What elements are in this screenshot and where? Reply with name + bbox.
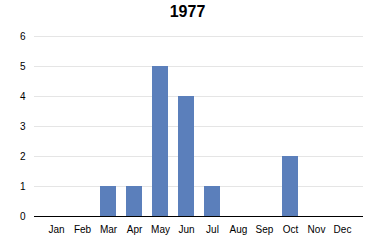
svg-text:4: 4	[20, 91, 26, 102]
svg-text:Aug: Aug	[230, 224, 248, 235]
svg-text:Dec: Dec	[334, 224, 352, 235]
svg-text:Feb: Feb	[74, 224, 92, 235]
svg-text:5: 5	[20, 61, 26, 72]
svg-text:3: 3	[20, 121, 26, 132]
svg-text:Jan: Jan	[48, 224, 64, 235]
svg-text:May: May	[151, 224, 170, 235]
svg-text:Oct: Oct	[283, 224, 299, 235]
svg-text:2: 2	[20, 151, 26, 162]
svg-text:0: 0	[20, 211, 26, 222]
svg-text:Jun: Jun	[178, 224, 194, 235]
svg-text:Mar: Mar	[100, 224, 118, 235]
svg-text:Sep: Sep	[256, 224, 274, 235]
svg-text:Apr: Apr	[127, 224, 143, 235]
svg-text:1: 1	[20, 181, 26, 192]
svg-text:Jul: Jul	[206, 224, 219, 235]
svg-text:Nov: Nov	[308, 224, 326, 235]
svg-text:6: 6	[20, 31, 26, 42]
html-text:1977: 1977	[169, 3, 206, 20]
